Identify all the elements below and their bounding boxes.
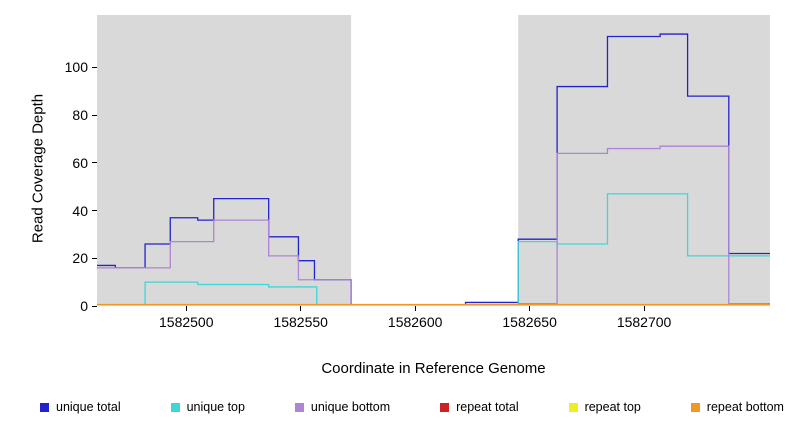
legend-swatch-icon: [170, 402, 180, 412]
legend-swatch-icon: [690, 402, 700, 412]
legend: unique total unique top unique bottom repea…: [40, 400, 784, 414]
x-tick: [185, 306, 187, 311]
x-tick-label: 1582550: [273, 314, 328, 330]
coverage-step-plot: [97, 15, 770, 306]
legend-label: repeat bottom: [706, 400, 784, 414]
legend-item-repeat-total: repeat total: [440, 400, 519, 414]
x-axis-label: Coordinate in Reference Genome: [321, 360, 546, 377]
x-tick: [414, 306, 416, 311]
y-tick: [92, 162, 97, 164]
legend-label: unique top: [186, 400, 245, 414]
plot-area: [97, 15, 770, 306]
y-tick-label: 20: [72, 250, 88, 267]
y-tick-label: 100: [64, 59, 88, 76]
y-tick: [92, 66, 97, 68]
x-tick: [643, 306, 645, 311]
y-tick: [92, 114, 97, 116]
y-tick-label: 0: [80, 298, 88, 314]
y-tick: [92, 305, 97, 307]
x-tick-label: 1582650: [502, 314, 557, 330]
shaded-region-2: [518, 15, 770, 306]
legend-item-unique-bottom: unique bottom: [294, 400, 391, 414]
legend-swatch-icon: [440, 402, 450, 412]
y-tick: [92, 210, 97, 212]
x-tick-label: 1582700: [616, 314, 672, 330]
y-tick-label: 40: [72, 202, 88, 219]
legend-label: unique bottom: [310, 400, 391, 414]
legend-swatch-icon: [568, 402, 578, 412]
legend-swatch-icon: [294, 402, 304, 412]
y-tick-label: 80: [72, 107, 88, 124]
legend-label: unique total: [56, 400, 121, 414]
legend-item-repeat-bottom: repeat bottom: [690, 400, 784, 414]
legend-label: repeat total: [456, 400, 519, 414]
y-tick-label: 60: [72, 154, 88, 171]
legend-swatch-icon: [40, 402, 49, 412]
legend-item-unique-top: unique top: [170, 400, 245, 414]
x-tick-label: 1582500: [159, 314, 214, 330]
legend-item-repeat-top: repeat top: [568, 400, 641, 414]
shaded-region-1: [97, 15, 352, 306]
x-tick: [529, 306, 531, 311]
legend-label: repeat top: [584, 400, 641, 414]
x-tick-label: 1582600: [387, 314, 443, 330]
x-tick: [300, 306, 302, 311]
y-tick: [92, 257, 97, 259]
legend-item-unique-total: unique total: [40, 400, 121, 414]
